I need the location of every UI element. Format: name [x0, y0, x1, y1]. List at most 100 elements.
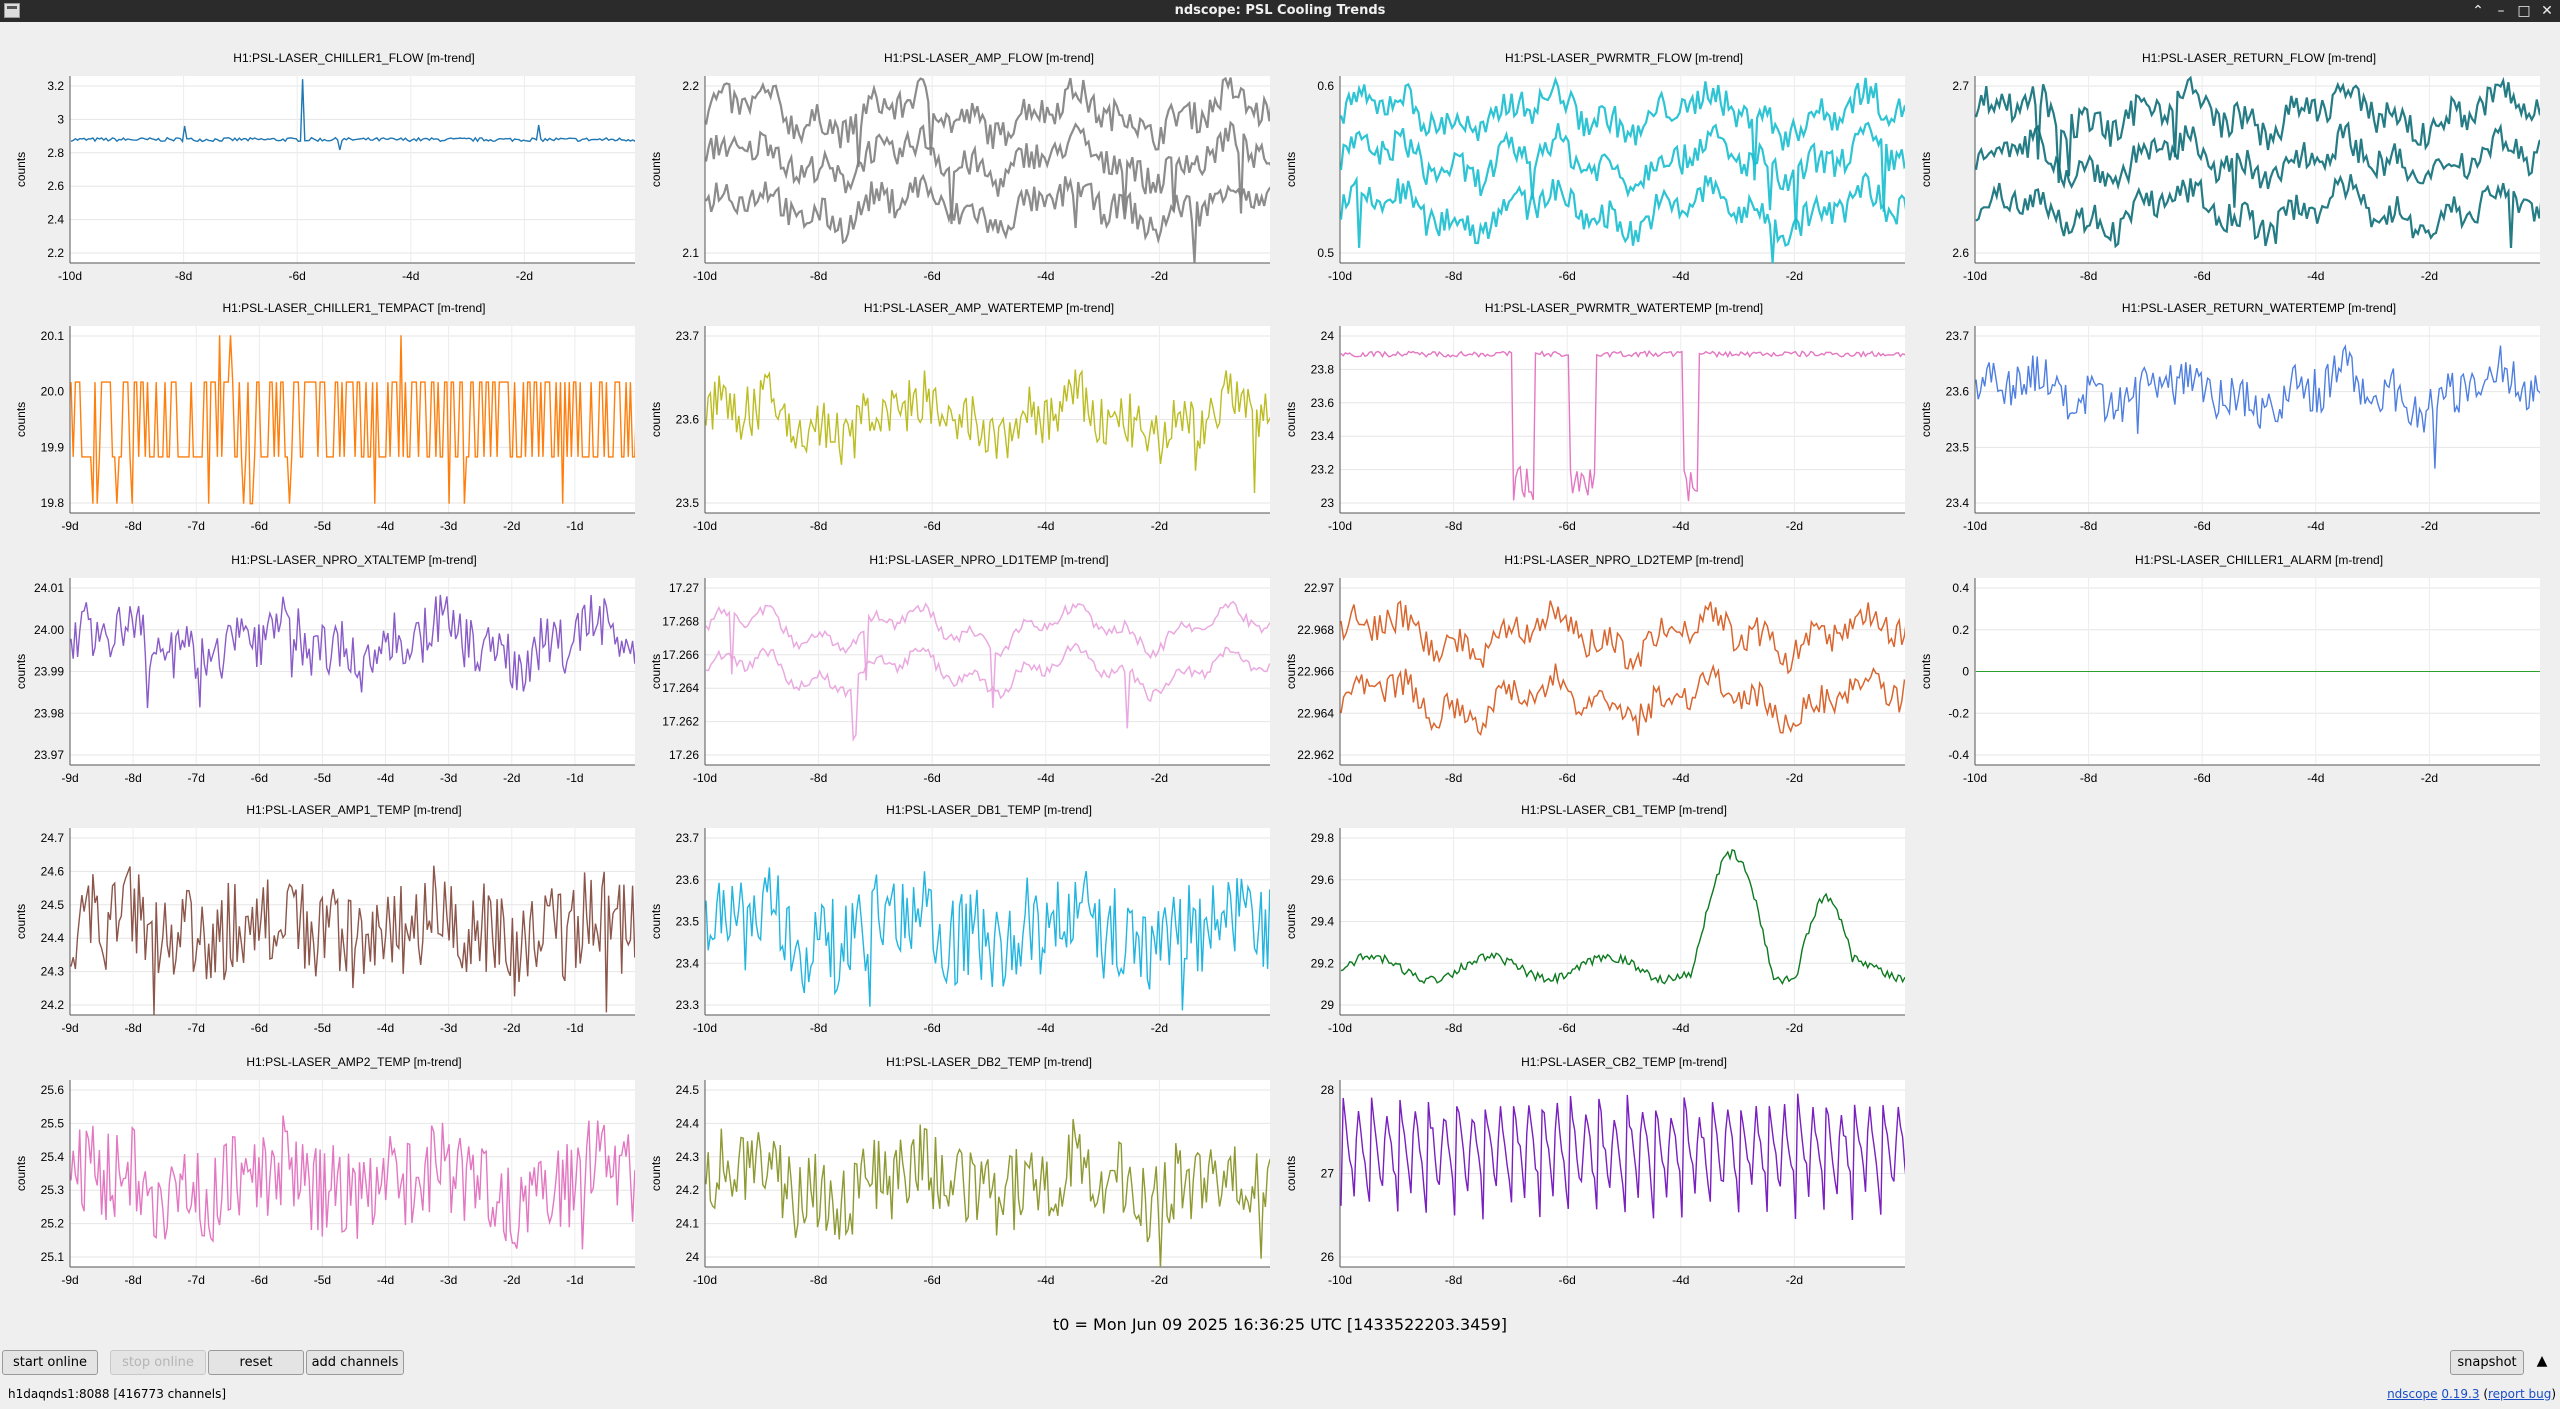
trend-plot[interactable]: H1:PSL-LASER_NPRO_XTALTEMP [m-trend] 24.0… — [0, 550, 635, 800]
y-axis-label: counts — [1284, 402, 1298, 437]
trend-plot[interactable]: H1:PSL-LASER_CHILLER1_TEMPACT [m-trend] 2… — [0, 298, 635, 548]
trend-plot[interactable]: H1:PSL-LASER_AMP_WATERTEMP [m-trend] 23.7… — [635, 298, 1270, 548]
trend-series — [70, 335, 635, 505]
y-tick-label: 23 — [1321, 496, 1335, 510]
x-tick-label: -6d — [924, 771, 941, 785]
snapshot-button[interactable]: snapshot — [2450, 1350, 2524, 1375]
trend-band — [1339, 76, 1905, 181]
y-tick-label: 3 — [57, 112, 64, 126]
trend-plot[interactable]: H1:PSL-LASER_AMP_FLOW [m-trend] 2.2 2.1 -10… — [635, 48, 1270, 298]
plot-canvas[interactable]: H1:PSL-LASER_DB2_TEMP [m-trend] 24.5 24.4 2… — [635, 1052, 1270, 1302]
trend-band — [704, 76, 1270, 168]
y-tick-label: 23.4 — [1311, 429, 1335, 443]
version-link[interactable]: 0.19.3 — [2441, 1387, 2480, 1401]
x-tick-label: -10d — [1963, 519, 1987, 533]
plot-canvas[interactable]: H1:PSL-LASER_CHILLER1_TEMPACT [m-trend] 2… — [0, 298, 635, 548]
plot-canvas[interactable]: H1:PSL-LASER_CB1_TEMP [m-trend] 29.8 29.6 2… — [1270, 800, 1905, 1050]
plot-canvas[interactable]: H1:PSL-LASER_CHILLER1_ALARM [m-trend] 0.4… — [1905, 550, 2540, 800]
plot-canvas[interactable]: H1:PSL-LASER_NPRO_LD2TEMP [m-trend] 22.97… — [1270, 550, 1905, 800]
plot-background[interactable] — [705, 1080, 1270, 1267]
trend-plot[interactable]: H1:PSL-LASER_CHILLER1_FLOW [m-trend] 3.2 3… — [0, 48, 635, 298]
trend-series — [1975, 343, 2540, 469]
y-tick-label: 25.2 — [41, 1217, 65, 1231]
plot-canvas[interactable]: H1:PSL-LASER_AMP_WATERTEMP [m-trend] 23.7… — [635, 298, 1270, 548]
trend-plot[interactable]: H1:PSL-LASER_CB2_TEMP [m-trend] 28 27 26 -10… — [1270, 1052, 1905, 1302]
x-tick-label: -2d — [1151, 1273, 1168, 1287]
x-tick-label: -4d — [2307, 519, 2324, 533]
trend-plot[interactable]: H1:PSL-LASER_CHILLER1_ALARM [m-trend] 0.4… — [1905, 550, 2540, 800]
plot-title: H1:PSL-LASER_RETURN_FLOW [m-trend] — [2142, 51, 2376, 65]
y-tick-label: 22.966 — [1297, 665, 1334, 679]
trend-plot[interactable]: H1:PSL-LASER_DB2_TEMP [m-trend] 24.5 24.4 2… — [635, 1052, 1270, 1302]
stop-online-button[interactable]: stop online — [110, 1350, 206, 1375]
status-version: ndscope 0.19.3 (report bug) — [2387, 1387, 2556, 1401]
plot-canvas[interactable]: H1:PSL-LASER_DB1_TEMP [m-trend] 23.7 23.6 2… — [635, 800, 1270, 1050]
maximize-icon[interactable]: □ — [2517, 3, 2531, 19]
x-tick-label: -9d — [61, 771, 78, 785]
y-tick-label: 29 — [1321, 998, 1335, 1012]
report-bug-link[interactable]: report bug — [2488, 1387, 2552, 1401]
y-tick-label: -0.4 — [1948, 748, 1969, 762]
close-icon[interactable]: ✕ — [2541, 3, 2553, 19]
trend-series — [705, 1119, 1270, 1268]
plot-canvas[interactable]: H1:PSL-LASER_PWRMTR_WATERTEMP [m-trend] 2… — [1270, 298, 1905, 548]
x-tick-label: -2d — [2421, 269, 2438, 283]
trend-line — [1340, 349, 1905, 502]
plot-canvas[interactable]: H1:PSL-LASER_RETURN_WATERTEMP [m-trend] 2… — [1905, 298, 2540, 548]
y-tick-label: 23.6 — [676, 873, 700, 887]
x-tick-label: -10d — [1328, 269, 1352, 283]
app-link[interactable]: ndscope — [2387, 1387, 2438, 1401]
y-tick-label: 0.6 — [1317, 79, 1334, 93]
chevron-up-icon[interactable]: ⌃ — [2472, 3, 2484, 19]
trend-plot[interactable]: H1:PSL-LASER_AMP2_TEMP [m-trend] 25.6 25.5… — [0, 1052, 635, 1302]
trend-plot[interactable]: H1:PSL-LASER_PWRMTR_WATERTEMP [m-trend] 2… — [1270, 298, 1905, 548]
trend-band — [1975, 174, 2540, 249]
plot-background[interactable] — [70, 76, 635, 263]
chevron-up-icon[interactable]: ▲ — [2536, 1353, 2548, 1369]
x-tick-label: -10d — [693, 1021, 717, 1035]
plot-canvas[interactable]: H1:PSL-LASER_RETURN_FLOW [m-trend] 2.7 2.6… — [1905, 48, 2540, 298]
plot-canvas[interactable]: H1:PSL-LASER_AMP_FLOW [m-trend] 2.2 2.1 -10… — [635, 48, 1270, 298]
trend-plot[interactable]: H1:PSL-LASER_AMP1_TEMP [m-trend] 24.7 24.6… — [0, 800, 635, 1050]
plot-canvas[interactable]: H1:PSL-LASER_NPRO_LD1TEMP [m-trend] 17.27… — [635, 550, 1270, 800]
trend-plot[interactable]: H1:PSL-LASER_RETURN_FLOW [m-trend] 2.7 2.6… — [1905, 48, 2540, 298]
y-axis-label: counts — [649, 152, 663, 187]
trend-plot[interactable]: H1:PSL-LASER_DB1_TEMP [m-trend] 23.7 23.6 2… — [635, 800, 1270, 1050]
plot-canvas[interactable]: H1:PSL-LASER_CHILLER1_FLOW [m-trend] 3.2 3… — [0, 48, 635, 298]
app-icon — [4, 3, 20, 18]
plot-title: H1:PSL-LASER_PWRMTR_FLOW [m-trend] — [1505, 51, 1743, 65]
add-channels-button[interactable]: add channels — [306, 1350, 404, 1375]
trend-plot[interactable]: H1:PSL-LASER_NPRO_LD2TEMP [m-trend] 22.97… — [1270, 550, 1905, 800]
y-axis-label: counts — [14, 904, 28, 939]
y-tick-label: 17.26 — [669, 748, 699, 762]
x-tick-label: -4d — [1672, 519, 1689, 533]
trend-plot[interactable]: H1:PSL-LASER_CB1_TEMP [m-trend] 29.8 29.6 2… — [1270, 800, 1905, 1050]
y-tick-label: 2.8 — [47, 146, 64, 160]
plot-canvas[interactable]: H1:PSL-LASER_AMP1_TEMP [m-trend] 24.7 24.6… — [0, 800, 635, 1050]
plot-canvas[interactable]: H1:PSL-LASER_NPRO_XTALTEMP [m-trend] 24.0… — [0, 550, 635, 800]
x-tick-label: -6d — [1559, 269, 1576, 283]
plot-background[interactable] — [1340, 326, 1905, 513]
plot-title: H1:PSL-LASER_DB2_TEMP [m-trend] — [886, 1055, 1092, 1069]
trend-plot[interactable]: H1:PSL-LASER_NPRO_LD1TEMP [m-trend] 17.27… — [635, 550, 1270, 800]
y-tick-label: 24.4 — [676, 1116, 700, 1130]
start-online-button[interactable]: start online — [2, 1350, 98, 1375]
trend-plot[interactable]: H1:PSL-LASER_PWRMTR_FLOW [m-trend] 0.6 0.5… — [1270, 48, 1905, 298]
y-axis-label: counts — [1919, 654, 1933, 689]
trend-plot[interactable]: H1:PSL-LASER_RETURN_WATERTEMP [m-trend] 2… — [1905, 298, 2540, 548]
x-tick-label: -8d — [810, 519, 827, 533]
plot-canvas[interactable]: H1:PSL-LASER_AMP2_TEMP [m-trend] 25.6 25.5… — [0, 1052, 635, 1302]
trend-series — [1340, 349, 1905, 502]
x-tick-label: -6d — [251, 1273, 268, 1287]
plot-canvas[interactable]: H1:PSL-LASER_PWRMTR_FLOW [m-trend] 0.6 0.5… — [1270, 48, 1905, 298]
x-tick-label: -6d — [2194, 771, 2211, 785]
trend-band — [706, 642, 1270, 743]
reset-button[interactable]: reset — [208, 1350, 304, 1375]
x-tick-label: -3d — [440, 1273, 457, 1287]
minimize-icon[interactable]: – — [2497, 3, 2505, 19]
plot-canvas[interactable]: H1:PSL-LASER_CB2_TEMP [m-trend] 28 27 26 -10… — [1270, 1052, 1905, 1302]
trend-line — [70, 865, 635, 1016]
trend-line — [705, 867, 1270, 1011]
trend-series — [70, 865, 635, 1016]
y-axis-label: counts — [1284, 904, 1298, 939]
